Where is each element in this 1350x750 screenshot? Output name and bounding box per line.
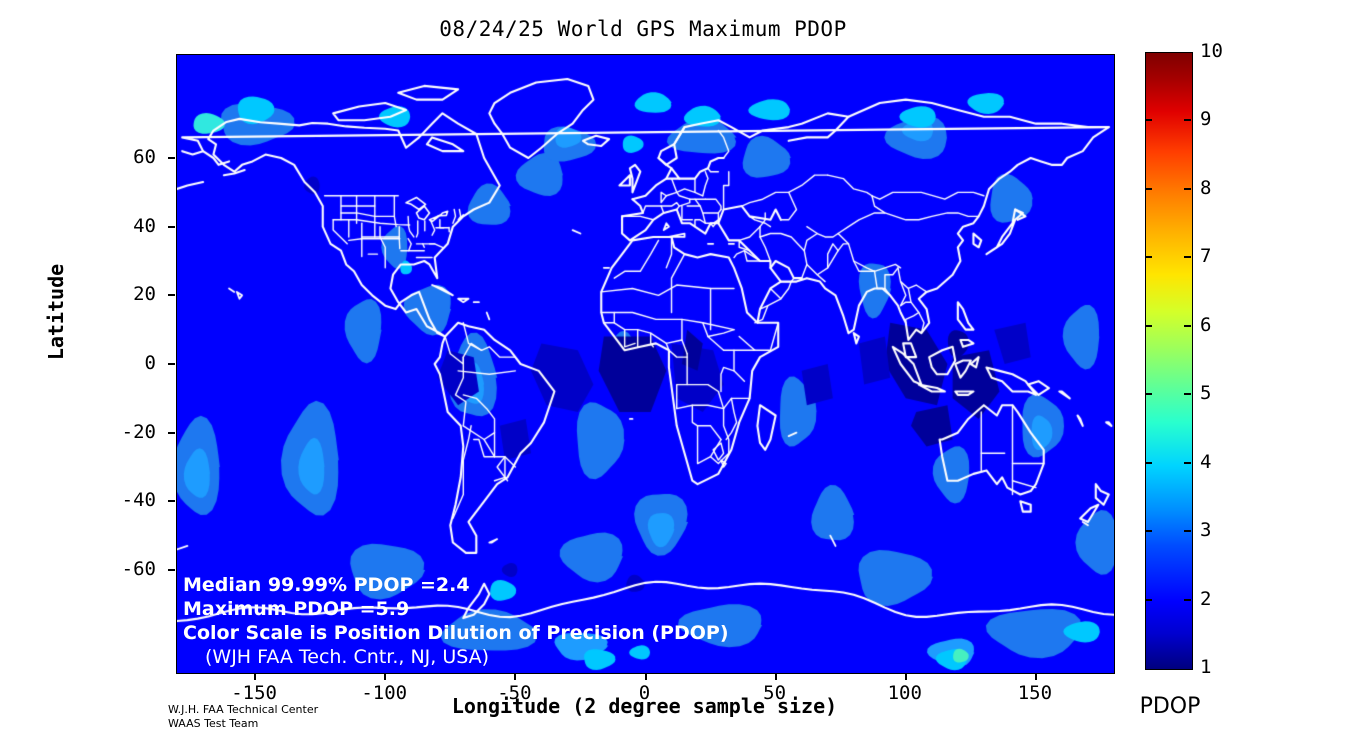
colorbar-gradient: [1146, 53, 1192, 669]
x-tick-mark: [904, 673, 907, 680]
colorbar-tick-mark: [1145, 256, 1152, 259]
y-tick-mark: [168, 294, 175, 297]
colorbar-tick-mark: [1145, 461, 1152, 464]
colorbar-tick-label: 2: [1200, 587, 1212, 610]
colorbar-tick-label: 4: [1200, 450, 1212, 473]
x-tick-label: 50: [763, 682, 787, 704]
x-axis-title: Longitude (2 degree sample size): [451, 694, 838, 718]
colorbar-tick-mark: [1184, 187, 1191, 190]
colorbar-tick-mark: [1184, 119, 1191, 122]
colorbar-tick-mark: [1145, 598, 1152, 601]
colorbar-tick-label: 8: [1200, 176, 1212, 199]
y-tick-mark: [168, 225, 175, 228]
colorbar-tick-mark: [1184, 393, 1191, 396]
y-tick-mark: [168, 500, 175, 503]
credit-line-2: WAAS Test Team: [168, 717, 259, 730]
colorbar-tick-mark: [1145, 530, 1152, 533]
x-tick-mark: [254, 673, 257, 680]
colorbar-title: PDOP: [1139, 694, 1201, 719]
colorbar-tick-mark: [1145, 187, 1152, 190]
x-tick-mark: [644, 673, 647, 680]
y-tick-label: -60: [121, 558, 156, 580]
colorbar-tick-mark: [1145, 324, 1152, 327]
y-tick-mark: [168, 157, 175, 159]
y-tick-label: -20: [121, 420, 156, 443]
x-tick-label: 150: [1017, 682, 1053, 704]
colorbar-tick-label: 3: [1200, 519, 1212, 542]
credit-block: W.J.H. FAA Technical Center WAAS Test Te…: [168, 703, 318, 731]
world-map-plot[interactable]: Median 99.99% PDOP =2.4 Maximum PDOP =5.…: [176, 54, 1115, 674]
y-tick-label: 40: [133, 214, 156, 237]
x-tick-label: 0: [638, 682, 651, 704]
x-tick-label: -150: [231, 682, 277, 704]
y-tick-label: 60: [133, 146, 156, 168]
y-tick-label: 0: [144, 352, 156, 374]
y-tick-mark: [168, 431, 175, 434]
colorbar-tick-mark: [1184, 256, 1191, 259]
y-tick-label: 20: [133, 283, 156, 306]
colorbar-tick-label: 9: [1200, 108, 1212, 131]
colorbar-tick-label: 7: [1200, 245, 1212, 268]
x-tick-label: -100: [361, 682, 408, 704]
page-title: 08/24/25 World GPS Maximum PDOP: [439, 17, 847, 41]
y-tick-mark: [168, 363, 175, 365]
colorbar-tick-mark: [1145, 119, 1152, 122]
x-tick-mark: [1034, 673, 1037, 680]
credit-line-1: W.J.H. FAA Technical Center: [168, 703, 319, 716]
colorbar-tick-mark: [1184, 324, 1191, 327]
pdop-heatmap-canvas: [177, 55, 1114, 673]
y-tick-mark: [168, 569, 175, 571]
y-tick-label: -40: [121, 489, 156, 512]
y-axis-title: Latitude: [44, 263, 68, 361]
colorbar-tick-mark: [1184, 461, 1191, 464]
colorbar[interactable]: [1145, 52, 1193, 670]
x-tick-label: 100: [887, 682, 922, 704]
colorbar-tick-mark: [1184, 530, 1191, 533]
x-tick-mark: [514, 673, 517, 680]
colorbar-tick-label: 5: [1200, 382, 1212, 405]
colorbar-tick-label: 6: [1200, 313, 1212, 336]
x-tick-label: -50: [497, 682, 532, 704]
colorbar-tick-label: 10: [1200, 40, 1223, 62]
colorbar-tick-mark: [1145, 393, 1152, 396]
x-tick-mark: [774, 673, 777, 680]
colorbar-tick-mark: [1184, 598, 1191, 601]
colorbar-tick-label: 1: [1200, 656, 1212, 678]
x-tick-mark: [384, 673, 387, 680]
